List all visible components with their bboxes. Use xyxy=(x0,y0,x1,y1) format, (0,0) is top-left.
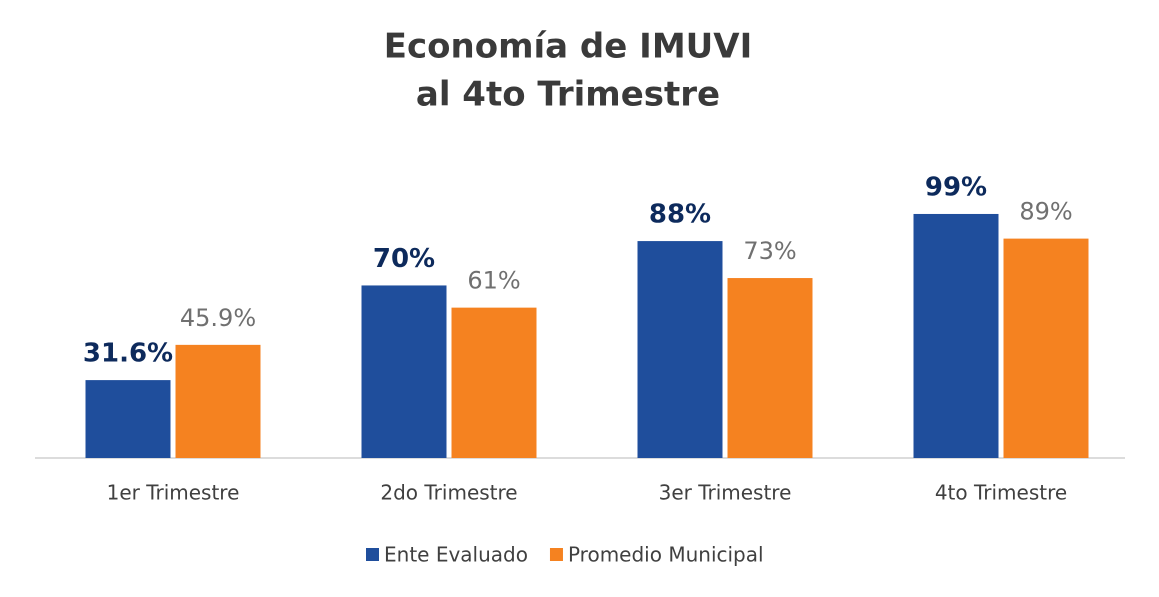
data-label: 61% xyxy=(467,267,520,295)
x-tick-label: 4to Trimestre xyxy=(935,481,1067,505)
bar xyxy=(175,344,261,458)
x-tick-label: 2do Trimestre xyxy=(380,481,517,505)
data-label: 70% xyxy=(373,244,435,274)
bar xyxy=(727,278,813,458)
chart-title: Economía de IMUVI xyxy=(384,27,752,67)
bar xyxy=(913,213,999,458)
data-label: 89% xyxy=(1019,198,1072,226)
data-label: 73% xyxy=(743,237,796,265)
bar xyxy=(1003,238,1089,458)
bar xyxy=(85,380,171,458)
bar xyxy=(451,307,537,458)
data-label: 99% xyxy=(925,172,987,202)
data-label: 88% xyxy=(649,200,711,230)
data-label: 31.6% xyxy=(83,339,173,369)
bar xyxy=(637,241,723,458)
bar xyxy=(361,285,447,458)
data-label: 45.9% xyxy=(180,304,256,332)
legend-label: Promedio Municipal xyxy=(568,543,764,567)
x-tick-label: 3er Trimestre xyxy=(659,481,792,505)
x-tick-label: 1er Trimestre xyxy=(107,481,240,505)
chart-title: al 4to Trimestre xyxy=(416,75,720,115)
legend-swatch xyxy=(366,548,379,561)
legend-swatch xyxy=(549,548,563,561)
legend-label: Ente Evaluado xyxy=(384,543,528,567)
